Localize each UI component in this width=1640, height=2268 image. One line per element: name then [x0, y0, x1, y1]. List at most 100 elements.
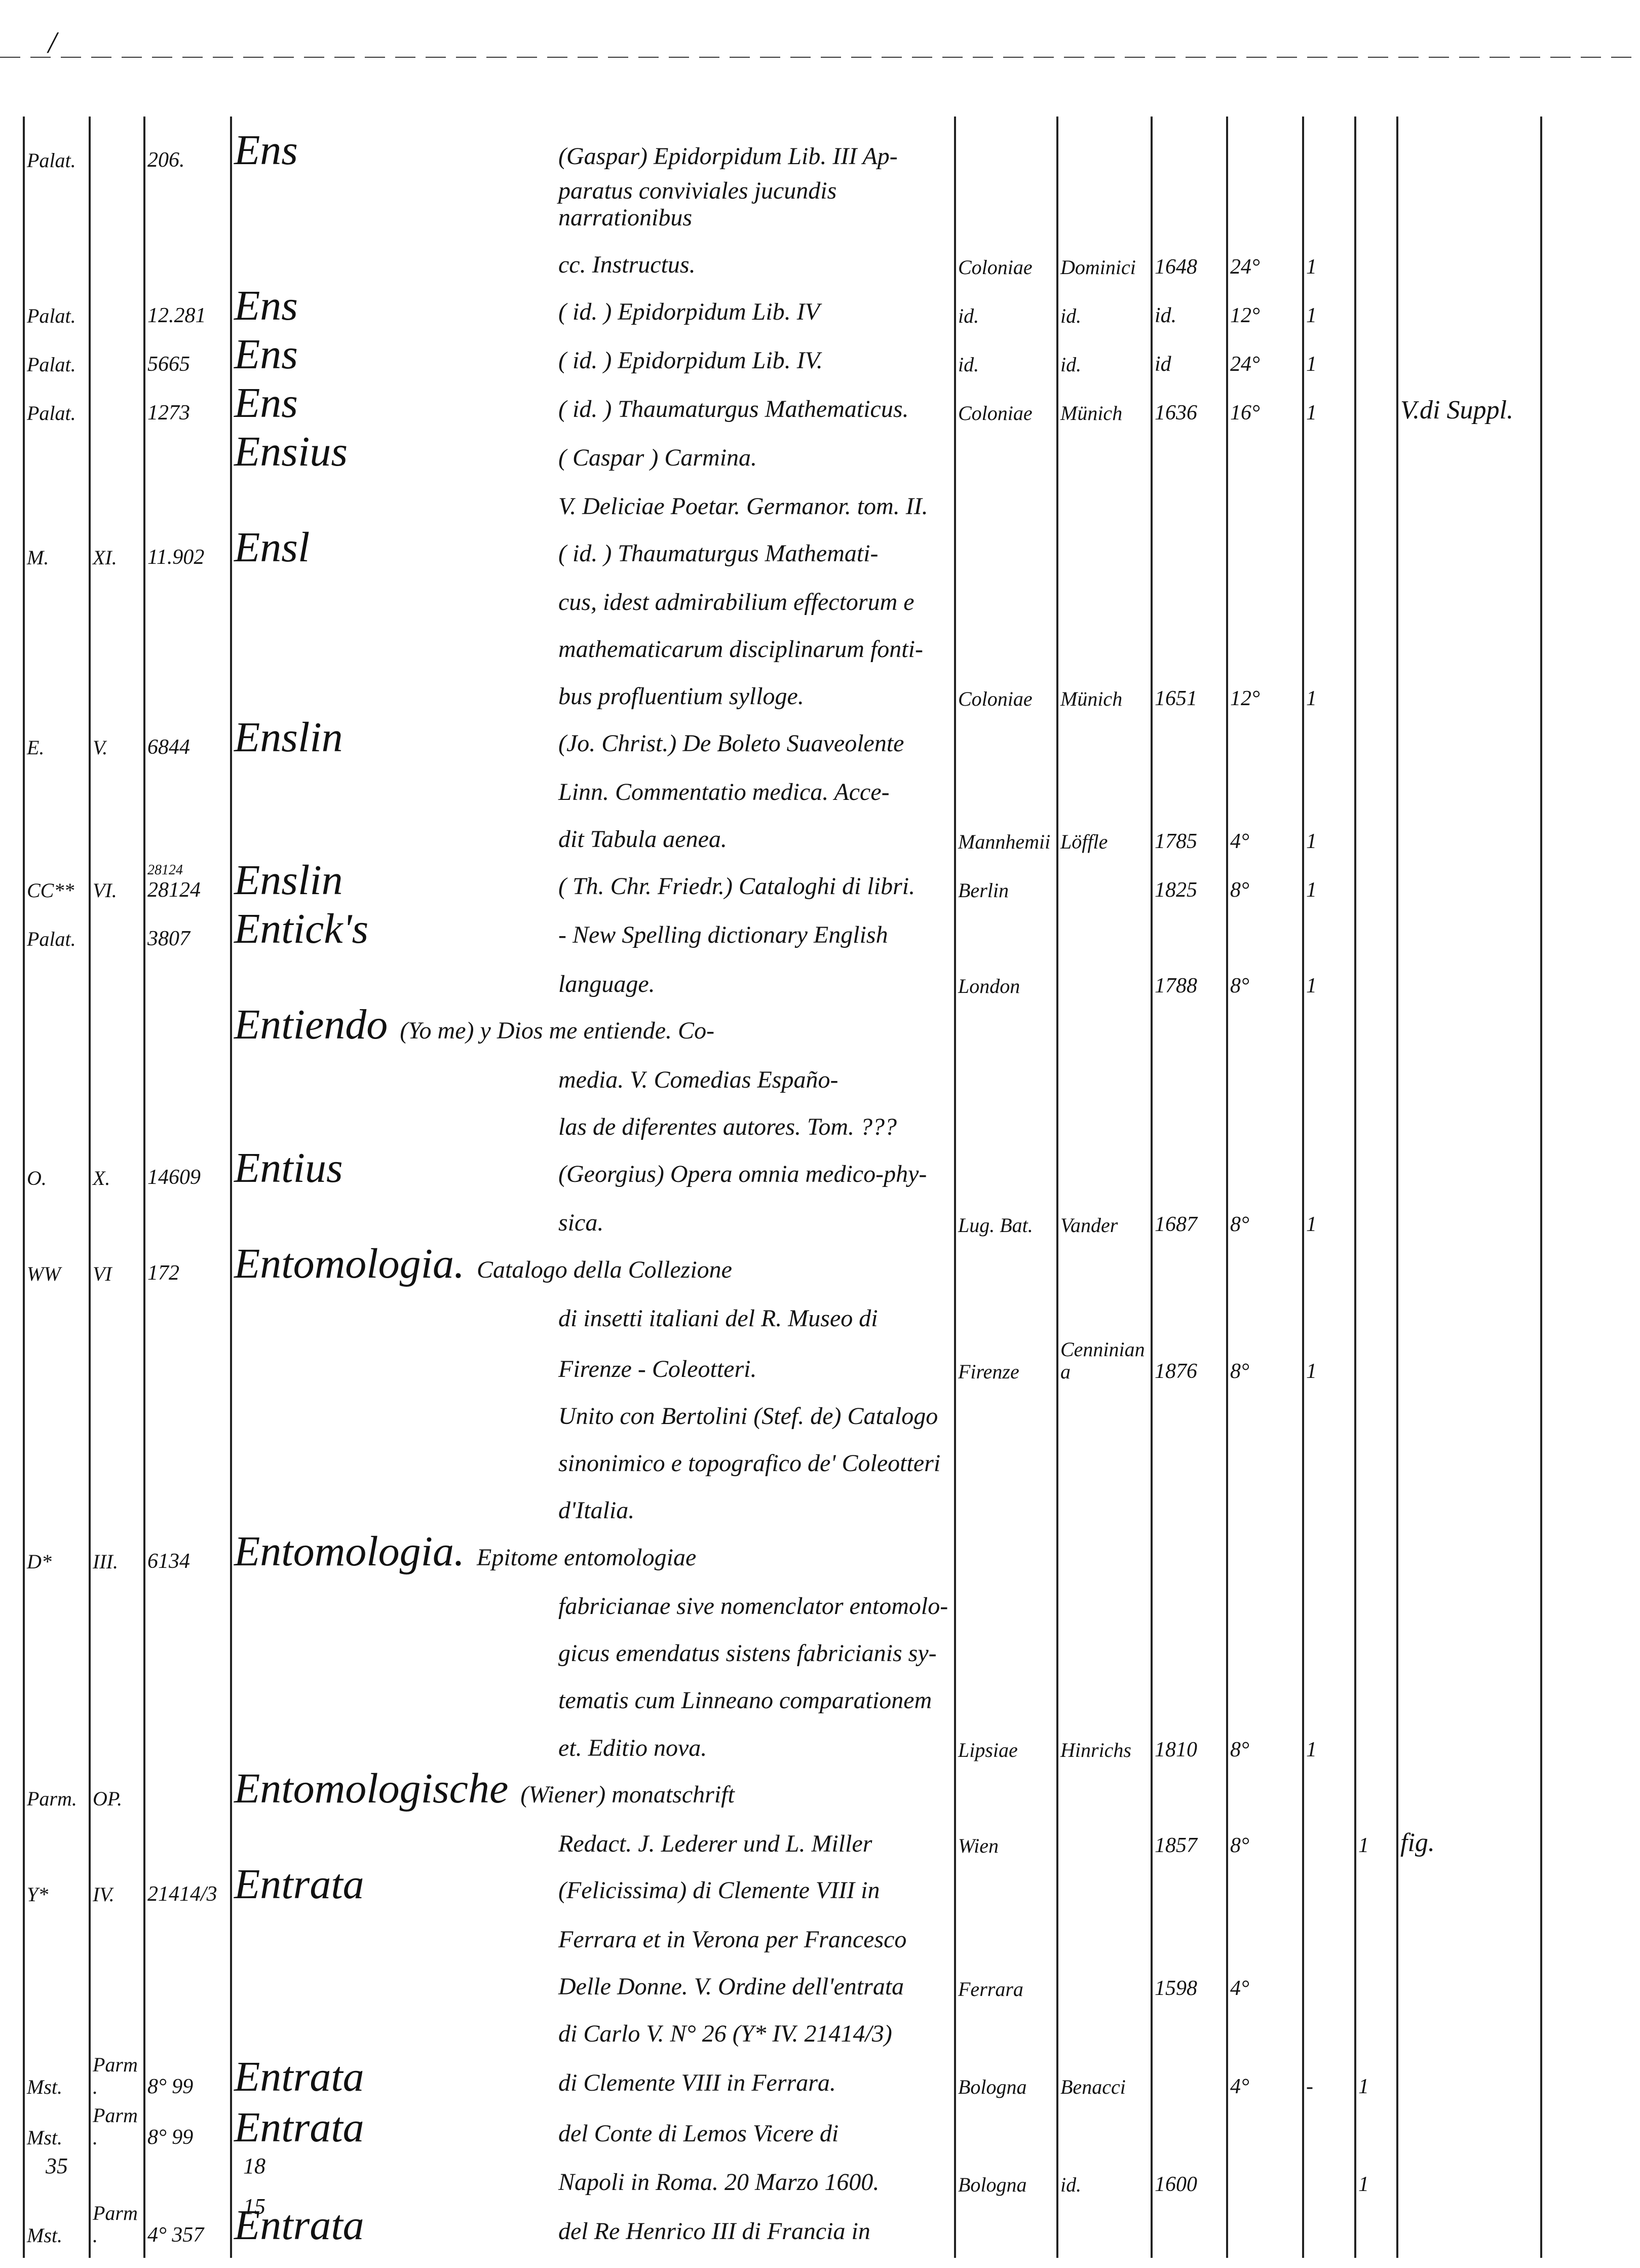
imprint-notes: [1396, 853, 1540, 859]
imprint-notes: [1396, 2001, 1540, 2007]
imprint-col2: [1354, 853, 1396, 859]
imprint-year: [1151, 1285, 1226, 1291]
imprint-place: [954, 1714, 1056, 1720]
entry-text: fabricianae sive nomenclator entomolo-: [558, 1593, 948, 1620]
imprint-notes: [1396, 1667, 1540, 1673]
imprint-notes: [1396, 1714, 1540, 1720]
imprint-notes: [1396, 1761, 1540, 1767]
imprint-year: [1151, 759, 1226, 765]
entry-body: las de diferentes autores. Tom. ???: [230, 1113, 954, 1147]
imprint-year: [1151, 2149, 1226, 2155]
shelf-mark: O.: [27, 1166, 47, 1189]
entry-text: (Gaspar) Epidorpidum Lib. III Ap-: [558, 143, 898, 170]
entry-text: ( Th. Chr. Friedr.) Cataloghi di libri.: [558, 873, 916, 900]
imprint-notes: [1396, 1093, 1540, 1099]
imprint-year: [1151, 1667, 1226, 1673]
entry-text: et. Editio nova.: [558, 1734, 707, 1761]
shelf-class: [89, 473, 143, 479]
imprint-place: [954, 1285, 1056, 1291]
imprint-place: [954, 950, 1056, 956]
entry-body: Mantova.: [230, 2266, 954, 2268]
imprint-notes: fig.: [1400, 1828, 1435, 1858]
shelf-mark: [23, 663, 89, 669]
shelf-class: [89, 172, 143, 178]
imprint-format: 24°: [1230, 255, 1260, 279]
entry-text: ( id. ) Thaumaturgus Mathematicus.: [558, 395, 909, 422]
shelf-number-cell: 4° 357: [143, 2223, 230, 2253]
imprint-place: [954, 1524, 1056, 1530]
shelf-mark: Palat.: [27, 304, 76, 327]
imprint-place: Wien: [958, 1834, 999, 1858]
entry-body: Enslin (Jo. Christ.) De Boleto Suaveolent…: [230, 716, 954, 765]
imprint-place: Coloniae: [958, 687, 1033, 711]
catalog-entry: Mst. Parm. 4° 357 Entrata del Re Henrico III…: [23, 2202, 1540, 2253]
imprint-year: 1600: [1155, 2172, 1197, 2196]
shelf-number: 1273: [147, 401, 190, 425]
entry-text: ( id. ) Epidorpidum Lib. IV: [558, 298, 820, 325]
shelf-mark: [23, 279, 89, 285]
catalog-entry-continuation: bus profluentium sylloge. Coloniae Münich 1…: [23, 669, 1540, 716]
shelf-mark: [23, 520, 89, 526]
shelf-class: [89, 1383, 143, 1389]
entry-body: Firenze - Coleotteri.: [230, 1356, 954, 1389]
catalog-entry: E. V. 6844 Enslin (Jo. Christ.) De Boleto Su…: [23, 716, 1540, 765]
imprint-place: [954, 1141, 1056, 1147]
imprint-col2: [1354, 759, 1396, 765]
imprint-year: 1687: [1155, 1213, 1197, 1237]
imprint-vols: 1: [1306, 686, 1317, 710]
imprint-notes: [1396, 1810, 1540, 1816]
imprint-col2: [1354, 2247, 1396, 2253]
imprint-format: [1226, 1332, 1302, 1338]
entry-body: bus profluentium sylloge.: [230, 683, 954, 716]
entry-body: d'Italia.: [230, 1497, 954, 1530]
imprint-notes: [1396, 616, 1540, 622]
tally-top: 18: [243, 2154, 265, 2178]
imprint-format: 24°: [1230, 352, 1260, 376]
imprint-notes: [1396, 232, 1540, 238]
imprint-printer: [1056, 2149, 1151, 2155]
entry-body: di Carlo V. N° 26 (Y* IV. 21414/3): [230, 2020, 954, 2054]
shelf-class: [89, 1237, 143, 1243]
imprint-place: [954, 520, 1056, 526]
imprint-printer: [1056, 569, 1151, 575]
imprint-printer: Münich: [1060, 401, 1123, 425]
imprint-col2: [1354, 1189, 1396, 1196]
imprint-year: [1151, 1477, 1226, 1483]
entry-heading: Enslin: [234, 857, 343, 904]
shelf-mark: WW: [27, 1262, 61, 1285]
imprint-notes: [1396, 710, 1540, 716]
shelf-number: 5665: [147, 352, 190, 376]
entry-text: (Georgius) Opera omnia medico-phy-: [558, 1160, 927, 1187]
imprint-year: [1151, 1093, 1226, 1099]
imprint-notes: [1396, 2149, 1540, 2155]
imprint-format: [1226, 1285, 1302, 1291]
imprint-format: [1226, 1906, 1302, 1912]
entry-text: sinonimico e topografico de' Coleotteri: [558, 1450, 941, 1477]
shelf-class: [89, 1524, 143, 1530]
shelf-number-cell: [143, 2001, 230, 2007]
imprint-year: id.: [1155, 303, 1177, 327]
entry-text: (Yo me) y Dios me entiende. Co-: [400, 1017, 715, 1045]
imprint-printer: [1056, 232, 1151, 238]
entry-body: paratus conviviales jucundis narrationib…: [230, 177, 954, 238]
imprint-place: [954, 232, 1056, 238]
imprint-notes: [1396, 172, 1540, 178]
imprint-year: [1151, 1332, 1226, 1338]
imprint-vols: 1: [1306, 255, 1317, 279]
entry-heading: Entius: [234, 1144, 343, 1191]
shelf-mark: [23, 1093, 89, 1099]
imprint-notes: [1396, 376, 1540, 382]
imprint-printer: [1056, 1524, 1151, 1530]
shelf-number-cell: [143, 1383, 230, 1389]
entry-heading: Entomologia.: [234, 1528, 465, 1575]
imprint-place: [954, 616, 1056, 622]
shelf-number-cell: [143, 1857, 230, 1863]
imprint-vols: [1302, 1573, 1354, 1579]
shelf-number-cell: 1273: [143, 401, 230, 431]
catalog-entry-continuation: tematis cum Linneano comparationem: [23, 1673, 1540, 1720]
imprint-col2: [1354, 1761, 1396, 1767]
imprint-place: Lug. Bat.: [958, 1213, 1033, 1237]
column-rule: [1056, 117, 1058, 2258]
imprint-col2: [1354, 473, 1396, 479]
imprint-format: 8°: [1230, 1213, 1249, 1237]
